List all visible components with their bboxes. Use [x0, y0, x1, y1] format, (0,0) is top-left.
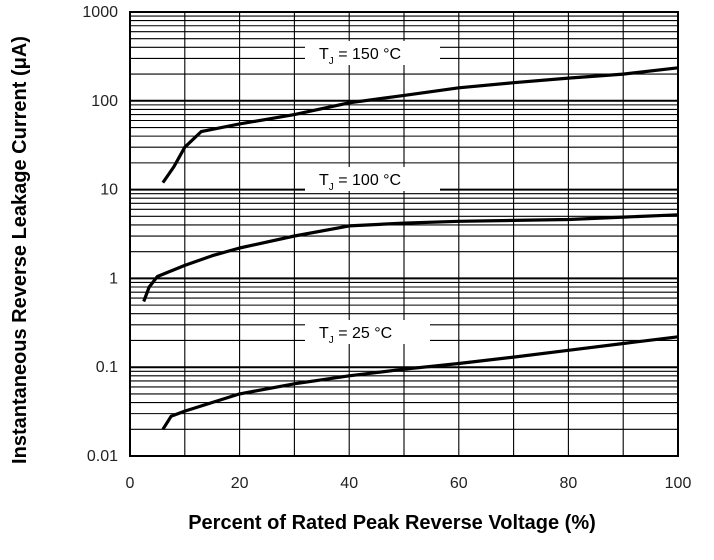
x-tick-label: 20 — [231, 475, 249, 492]
y-tick-label: 1000 — [82, 4, 118, 21]
y-tick-label: 1 — [109, 270, 118, 287]
x-tick-label: 80 — [560, 475, 578, 492]
y-tick-label: 0.01 — [87, 448, 118, 465]
y-axis-title: Instantaneous Reverse Leakage Current (μ… — [9, 36, 31, 464]
x-tick-labels: 0 20 40 60 80 100 — [126, 475, 692, 492]
grid-lines — [130, 11, 678, 457]
y-tick-label: 10 — [100, 182, 118, 199]
x-axis-title: Percent of Rated Peak Reverse Voltage (%… — [188, 512, 596, 534]
x-tick-label: 0 — [126, 475, 135, 492]
curves — [142, 66, 679, 431]
curve-label: TJ = 150 °C — [319, 46, 401, 67]
curve-line — [161, 66, 679, 184]
curve-label-background — [305, 167, 440, 191]
curve-label: TJ = 100 °C — [319, 172, 401, 193]
x-tick-label: 40 — [340, 475, 358, 492]
curve-label-background — [305, 320, 430, 344]
curve-line — [161, 335, 679, 431]
curve-label: TJ = 25 °C — [319, 325, 392, 346]
plot-frame — [129, 11, 679, 457]
y-tick-label: 0.1 — [96, 359, 118, 376]
y-tick-labels: 0.01 0.1 1 10 100 1000 — [82, 4, 118, 465]
curve-label-background — [305, 41, 440, 65]
curve-line — [142, 213, 679, 303]
x-tick-label: 60 — [450, 475, 468, 492]
y-tick-label: 100 — [91, 93, 118, 110]
curve-labels: TJ = 150 °C TJ = 100 °C TJ = 25 °C — [305, 41, 440, 346]
x-tick-label: 100 — [665, 475, 692, 492]
